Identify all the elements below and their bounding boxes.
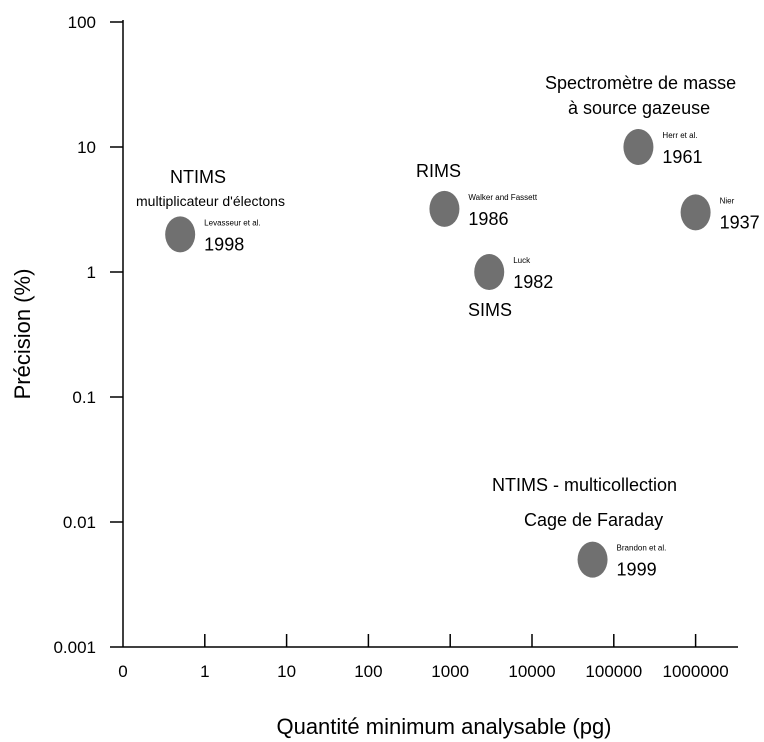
group-label-ntims: NTIMS [170,167,226,187]
data-point-nier: Nier 1937 [680,194,760,232]
points: Levasseur et al. 1998 Walker and Fassett 19… [165,129,760,580]
point-marker [577,541,608,578]
group-label-ntims-sub: multiplicateur d'électons [136,193,285,209]
axes [122,20,738,648]
x-axis-title: Quantité minimum analysable (pg) [276,714,611,739]
x-tick-label: 0 [118,662,127,681]
y-tick-label: 100 [68,13,96,32]
x-tick-label: 1000 [431,662,469,681]
point-year-label: 1982 [513,272,553,292]
data-point-herr: Herr et al. 1961 [623,129,702,167]
point-marker [623,129,654,165]
y-ticks: 100 10 1 0.1 0.01 0.001 [53,13,123,657]
x-tick-label: 1 [200,662,209,681]
point-ref-label: Walker and Fassett [468,193,537,202]
point-ref-label: Nier [720,196,735,205]
x-ticks: 0 1 10 100 1000 10000 100000 1000000 [118,634,729,681]
point-year-label: 1961 [662,147,702,167]
point-year-label: 1937 [720,212,760,232]
x-tick-label: 100000 [585,662,642,681]
x-tick-label: 10 [277,662,296,681]
point-ref-label: Brandon et al. [617,544,667,553]
point-year-label: 1999 [617,560,657,580]
point-marker [165,216,196,253]
point-marker [474,254,505,290]
y-tick-label: 0.01 [63,513,96,532]
point-year-label: 1998 [204,234,244,254]
x-tick-label: 10000 [508,662,555,681]
x-tick-label: 1000000 [663,662,729,681]
group-labels: NTIMS multiplicateur d'électons RIMS SIM… [136,73,736,530]
y-tick-label: 0.1 [72,388,96,407]
y-tick-label: 10 [77,138,96,157]
point-year-label: 1986 [468,209,508,229]
point-marker [429,190,460,227]
group-label-gas-1: Spectromètre de masse [545,73,736,93]
data-point-luck: Luck 1982 [474,254,553,292]
data-point-walker: Walker and Fassett 1986 [429,190,538,229]
y-tick-label: 0.001 [53,638,96,657]
point-ref-label: Luck [513,256,531,265]
group-label-rims: RIMS [416,161,461,181]
data-point-brandon: Brandon et al. 1999 [577,541,667,580]
group-label-multi-1: NTIMS - multicollection [492,475,677,495]
y-axis-title: Précision (%) [10,269,35,400]
x-tick-label: 100 [354,662,382,681]
group-label-sims: SIMS [468,300,512,320]
point-ref-label: Levasseur et al. [204,218,260,227]
point-ref-label: Herr et al. [662,131,697,140]
y-tick-label: 1 [87,263,96,282]
data-point-levasseur: Levasseur et al. 1998 [165,216,261,254]
group-label-multi-2: Cage de Faraday [524,510,663,530]
point-marker [680,194,711,231]
group-label-gas-2: à source gazeuse [568,98,710,118]
